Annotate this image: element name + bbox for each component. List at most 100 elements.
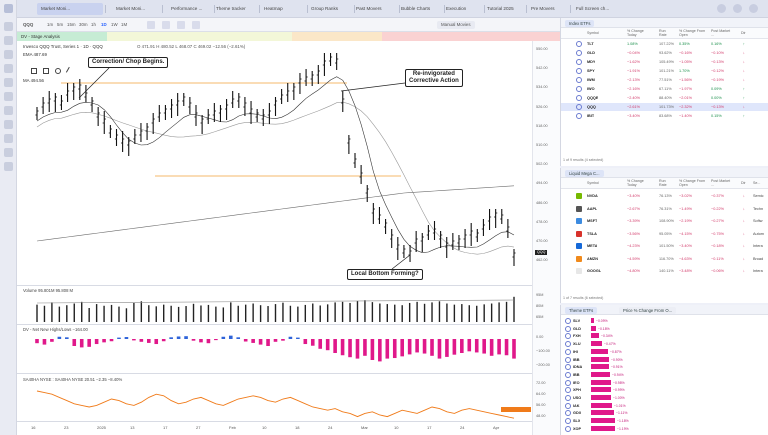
theme-row[interactable]: IEO −0.98% xyxy=(561,379,768,386)
ruler-icon[interactable] xyxy=(4,92,13,101)
index-row[interactable]: TLT 1.08% 107.22% 0.35% 0.16% ↑ xyxy=(561,40,768,48)
box-icon[interactable] xyxy=(43,68,49,74)
price-axis[interactable]: 550.00 542.00 534.00 526.00 518.00 510.00 502.… xyxy=(532,41,560,435)
tab-market-monitor-1[interactable]: Market Moni... xyxy=(37,3,103,15)
mega-col-dir[interactable]: Dir xyxy=(741,181,746,185)
play-icon[interactable] xyxy=(565,395,571,401)
indicators-icon[interactable] xyxy=(162,21,170,29)
tab-group-ranks[interactable]: Group Ranks xyxy=(311,6,339,11)
play-icon[interactable] xyxy=(576,95,582,101)
theme-row[interactable]: GDX −1.11% xyxy=(561,409,768,417)
play-icon[interactable] xyxy=(576,68,582,74)
col-change-open[interactable]: % Change From Open xyxy=(679,29,706,37)
mega-col-run[interactable]: Run Rate xyxy=(659,179,667,187)
interval-1m-month[interactable]: 1M xyxy=(121,22,128,27)
tab-bubble-charts[interactable]: Bubble Charts xyxy=(401,6,431,11)
index-row[interactable]: MDY −1.62% 105.49% −1.05% −0.13% ↓ xyxy=(561,58,768,66)
mode-select[interactable]: Manual Movies xyxy=(437,21,475,29)
price-chart[interactable]: Invesco QQQ Trust, Series 1 · 1D · QQQ O… xyxy=(17,41,560,435)
theme-row[interactable]: IDNA −0.91% xyxy=(561,363,768,371)
mega-row[interactable]: META −4.23% 101.50% −3.40% −0.18% ↓ Intera xyxy=(561,242,768,250)
col-dir[interactable]: Dir xyxy=(741,31,746,35)
theme-row[interactable]: XLU −0.47% xyxy=(561,340,768,348)
theme-row[interactable]: SLV −0.09% xyxy=(561,317,768,324)
replay-icon[interactable] xyxy=(192,21,200,29)
menu-icon[interactable] xyxy=(4,4,13,13)
play-icon[interactable] xyxy=(576,86,582,92)
tab-market-monitor-2[interactable]: Market Moni... xyxy=(116,6,146,11)
user-icon[interactable] xyxy=(749,4,758,13)
tab-theme-tracker[interactable]: Theme tracker xyxy=(216,6,246,11)
interval-15m[interactable]: 15m xyxy=(67,22,76,27)
mega-row[interactable]: NVDA −3.40% 76.13% −3.02% −0.37% ↓ Semic xyxy=(561,192,768,200)
rectangle-icon[interactable] xyxy=(31,68,37,74)
play-icon[interactable] xyxy=(576,113,582,119)
mega-col-post[interactable]: Post Market ... xyxy=(711,179,731,187)
col-run-rate[interactable]: Run Rate xyxy=(659,29,667,37)
interval-1m[interactable]: 1m xyxy=(47,22,54,27)
play-icon[interactable] xyxy=(565,410,571,417)
tab-execution[interactable]: Execution xyxy=(446,6,467,11)
theme-row[interactable]: IBB −0.90% xyxy=(561,356,768,363)
mega-row[interactable]: TSLA −3.56% 95.05% −4.15% −0.75% ↓ Autom xyxy=(561,230,768,238)
trendline-icon[interactable] xyxy=(4,36,13,45)
interval-1h[interactable]: 1h xyxy=(91,22,96,27)
mega-col-sector[interactable]: Se... xyxy=(753,181,761,185)
theme-row[interactable]: IAK −1.01% xyxy=(561,402,768,409)
play-icon[interactable] xyxy=(565,402,571,409)
fib-icon[interactable] xyxy=(4,50,13,59)
text-tool-icon[interactable] xyxy=(4,78,13,87)
theme-row[interactable]: SLX −1.18% xyxy=(561,417,768,425)
index-row[interactable]: SPY −1.91% 101.21% 1.70% −0.12% ↓ xyxy=(561,67,768,75)
theme-row[interactable]: IBB −0.94% xyxy=(561,371,768,378)
play-icon[interactable] xyxy=(565,341,571,348)
play-icon[interactable] xyxy=(565,387,571,394)
play-icon[interactable] xyxy=(565,371,571,378)
mega-row[interactable]: MSFT −3.39% 108.90% −2.19% −0.27% ↓ Softw xyxy=(561,217,768,225)
play-icon[interactable] xyxy=(576,50,582,56)
theme-etfs-title[interactable]: Theme ETFs xyxy=(565,307,598,314)
tab-past-movers[interactable]: Past Movers xyxy=(356,6,382,11)
play-icon[interactable] xyxy=(576,41,582,47)
layout-icon[interactable] xyxy=(733,4,742,13)
play-icon[interactable] xyxy=(565,348,571,355)
magnet-icon[interactable] xyxy=(4,120,13,129)
play-icon[interactable] xyxy=(565,333,571,340)
col-post-market[interactable]: Post Market ... xyxy=(711,29,731,37)
index-row[interactable]: IWM −2.13% 77.51% −1.56% −0.19% ↓ xyxy=(561,76,768,84)
mega-row[interactable]: AMZN −4.59% 116.70% −4.63% −0.11% ↓ Broad xyxy=(561,255,768,263)
tab-heatmap[interactable]: Heatmap xyxy=(264,6,283,11)
tab-tutorial[interactable]: Tutorial 2025 xyxy=(487,6,514,11)
play-icon[interactable] xyxy=(576,104,582,110)
zoom-icon[interactable] xyxy=(4,106,13,115)
mega-caps-title[interactable]: Liquid Mega C... xyxy=(565,170,604,177)
theme-row[interactable]: XPH −0.99% xyxy=(561,386,768,394)
candles-icon[interactable] xyxy=(147,21,155,29)
crosshair-icon[interactable] xyxy=(4,22,13,31)
interval-5m[interactable]: 5m xyxy=(57,22,64,27)
eye-icon[interactable] xyxy=(4,148,13,157)
play-icon[interactable] xyxy=(565,379,571,386)
interval-30m[interactable]: 30m xyxy=(79,22,88,27)
play-icon[interactable] xyxy=(565,364,571,371)
symbol-search[interactable]: QQQ xyxy=(23,22,34,27)
index-row[interactable]: GLD −0.04% 93.62% −0.16% −0.10% ↓ xyxy=(561,49,768,57)
trash-icon[interactable] xyxy=(4,162,13,171)
theme-row[interactable]: USO −1.00% xyxy=(561,394,768,401)
mega-row[interactable]: AAPL −2.67% 76.31% −1.49% −0.22% ↓ Techn xyxy=(561,205,768,213)
play-icon[interactable] xyxy=(565,325,571,332)
mega-col-change[interactable]: % Change Today xyxy=(627,179,644,187)
theme-row[interactable]: XOP −1.19% xyxy=(561,425,768,432)
interval-1w[interactable]: 1W xyxy=(111,22,118,27)
mega-col-symbol[interactable]: Symbol xyxy=(587,181,599,185)
play-icon[interactable] xyxy=(576,59,582,65)
interval-1d[interactable]: 1D xyxy=(101,22,107,27)
index-row[interactable]: QQQ −2.61% 101.73% −2.32% −0.13% ↓ xyxy=(561,103,768,111)
play-icon[interactable] xyxy=(565,356,571,363)
col-change-today[interactable]: % Change Today xyxy=(627,29,644,37)
index-etfs-title[interactable]: Index ETFs xyxy=(565,20,595,27)
tab-full-screen[interactable]: Full Screen ch... xyxy=(576,6,610,11)
mega-col-open[interactable]: % Change From Open xyxy=(679,179,706,187)
play-icon[interactable] xyxy=(565,425,571,432)
tab-performance[interactable]: Performance ... xyxy=(171,6,203,11)
